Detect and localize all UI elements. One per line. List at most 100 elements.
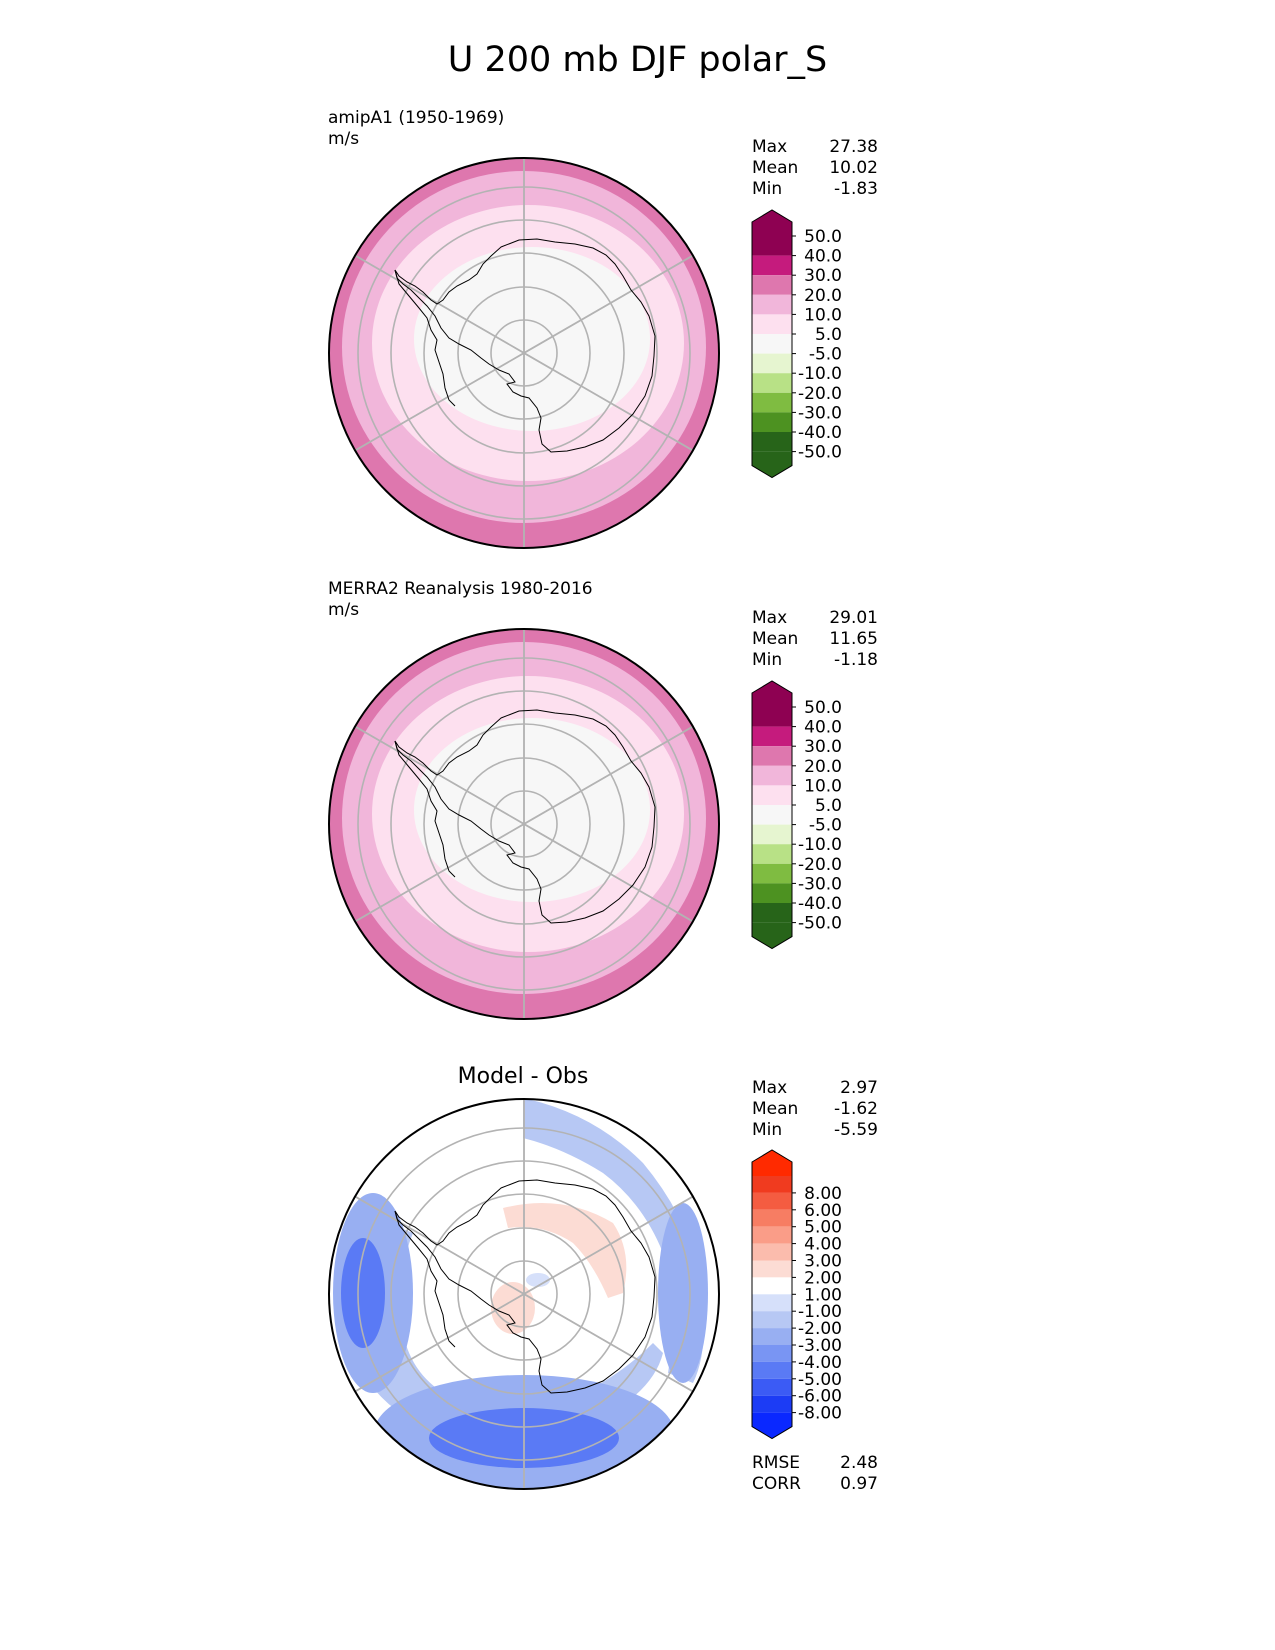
panel-2-polar-map <box>328 628 720 1020</box>
colorbar-tick-label-8: 20.0 <box>804 286 842 306</box>
colorbar-segment-0 <box>752 1176 792 1193</box>
meridian-opp-5 <box>354 823 525 923</box>
colorbar-segment-2 <box>752 746 792 766</box>
panel-2-mean-value: 11.65 <box>829 629 878 649</box>
colorbar-tick-label-11: 5.00 <box>804 1218 842 1238</box>
colorbar-segment-3 <box>752 1226 792 1244</box>
colorbar-outline <box>751 1149 793 1440</box>
panel-1-min-value: -1.83 <box>834 179 878 199</box>
panel-1-units-label: m/s <box>328 129 360 149</box>
meridian-opp-4 <box>354 1195 525 1295</box>
colorbar-segment-7 <box>752 373 792 393</box>
colorbar-tick-label-7: 10.0 <box>804 776 842 796</box>
colorbar-segment-5 <box>752 334 792 354</box>
panel-1-polar-map <box>328 157 720 549</box>
panel-1-mean-label: Mean <box>752 158 799 178</box>
colorbar-segment-5 <box>752 1260 792 1278</box>
panel-3-colorbar: -8.00-6.00-5.00-4.00-3.00-2.00-1.001.002… <box>751 1149 842 1440</box>
colorbar-segment-4 <box>752 1243 792 1261</box>
colorbar-tick-label-5: -5.0 <box>809 816 842 836</box>
antarctica-coastline <box>394 1179 656 1394</box>
panel-2-max-label: Max <box>752 608 788 628</box>
panel-1-max-value: 27.38 <box>829 137 878 157</box>
meridian-4 <box>523 352 694 452</box>
colorbar-segment-9 <box>752 1328 792 1345</box>
antarctica-coastline <box>394 238 656 453</box>
colorbar-segment-7 <box>752 844 792 864</box>
colorbar-segment-2 <box>752 1209 792 1227</box>
colorbar-segment-3 <box>752 765 792 786</box>
colorbar-extend-min <box>752 922 792 949</box>
panel-3-polar-map <box>328 1098 720 1490</box>
colorbar-tick-label-0: -50.0 <box>798 443 842 463</box>
colorbar-segment-2 <box>752 275 792 295</box>
colorbar-tick-label-13: 8.00 <box>804 1184 842 1204</box>
panel-2-header: MERRA2 Reanalysis 1980-2016 m/s <box>328 579 593 621</box>
panel-2-max-value: 29.01 <box>829 608 878 628</box>
colorbar-tick-label-3: -20.0 <box>798 855 842 875</box>
panel-2-stats: Max 29.01 Mean 11.65 Min -1.18 <box>752 608 878 671</box>
panel-3-mean-label: Mean <box>752 1099 799 1119</box>
map-frame <box>328 1098 720 1490</box>
colorbar-tick-label-10: 4.00 <box>804 1235 842 1255</box>
panel-3-rmse-label: RMSE <box>752 1453 801 1473</box>
panel-1-max-label: Max <box>752 137 788 157</box>
colorbar-segment-5 <box>752 805 792 825</box>
panel-3-min-value: -5.59 <box>834 1120 878 1140</box>
colorbar-tick-label-1: -6.00 <box>798 1387 842 1407</box>
field-band-3 <box>414 718 650 902</box>
panel-1-min-label: Min <box>752 179 783 199</box>
panel-3-metrics: RMSE 2.48 CORR 0.97 <box>752 1453 878 1495</box>
field-band-red-plateau <box>503 1203 627 1298</box>
panel-2-units-label: m/s <box>328 600 360 620</box>
antarctic-peninsula-coast <box>394 1210 456 1348</box>
colorbar-tick-label-4: -10.0 <box>798 364 842 384</box>
colorbar-tick-label-7: 1.00 <box>804 1285 842 1305</box>
panel-2-min-value: -1.18 <box>834 650 878 670</box>
colorbar-segment-11 <box>752 1361 792 1379</box>
meridian-opp-4 <box>354 254 525 354</box>
panel-3-max-label: Max <box>752 1078 788 1098</box>
panel-3-stats: Max 2.97 Mean -1.62 Min -5.59 <box>752 1078 878 1141</box>
colorbar-extend-min <box>752 451 792 478</box>
colorbar-segment-0 <box>752 236 792 256</box>
colorbar-segment-10 <box>752 1345 792 1362</box>
colorbar-tick-label-11: 50.0 <box>804 227 842 247</box>
colorbar-tick-label-3: -4.00 <box>798 1353 842 1373</box>
panel-3-max-value: 2.97 <box>840 1078 878 1098</box>
colorbar-tick-label-5: -5.0 <box>809 345 842 365</box>
panel-3-corr-value: 0.97 <box>840 1474 878 1494</box>
colorbar-segment-1 <box>752 1192 792 1210</box>
colorbar-segment-1 <box>752 726 792 747</box>
colorbar-segment-8 <box>752 392 792 413</box>
panel-3-rmse-value: 2.48 <box>840 1453 878 1473</box>
antarctica-coastline <box>394 709 656 924</box>
colorbar-segment-12 <box>752 1378 792 1396</box>
colorbar-tick-label-9: 30.0 <box>804 266 842 286</box>
panel-2-colorbar: -50.0-40.0-30.0-20.0-10.0-5.05.010.020.0… <box>751 680 842 950</box>
meridian-opp-4 <box>354 725 525 825</box>
meridian-5 <box>523 725 694 825</box>
field-band-blue-e1 <box>658 1203 708 1383</box>
colorbar-segment-1 <box>752 255 792 276</box>
colorbar-segment-6 <box>752 824 792 845</box>
colorbar-tick-label-6: -1.00 <box>798 1302 842 1322</box>
colorbar-segment-10 <box>752 432 792 452</box>
colorbar-tick-label-1: -40.0 <box>798 894 842 914</box>
meridian-4 <box>523 1293 694 1393</box>
panel-3-subtitle: Model - Obs <box>457 1064 589 1089</box>
colorbar-outline <box>751 680 793 950</box>
colorbar-tick-label-9: 3.00 <box>804 1252 842 1272</box>
map-frame <box>328 628 720 1020</box>
map-frame <box>328 157 720 549</box>
panel-1-stats: Max 27.38 Mean 10.02 Min -1.83 <box>752 137 878 200</box>
antarctic-peninsula-coast <box>394 269 456 407</box>
colorbar-extend-max <box>752 210 792 236</box>
colorbar-tick-label-9: 30.0 <box>804 737 842 757</box>
colorbar-tick-label-0: -50.0 <box>798 914 842 934</box>
colorbar-tick-label-11: 50.0 <box>804 698 842 718</box>
antarctic-peninsula-coast <box>394 740 456 878</box>
figure-title: U 200 mb DJF polar_S <box>447 40 828 80</box>
meridian-4 <box>523 823 694 923</box>
colorbar-tick-label-8: 2.00 <box>804 1268 842 1288</box>
